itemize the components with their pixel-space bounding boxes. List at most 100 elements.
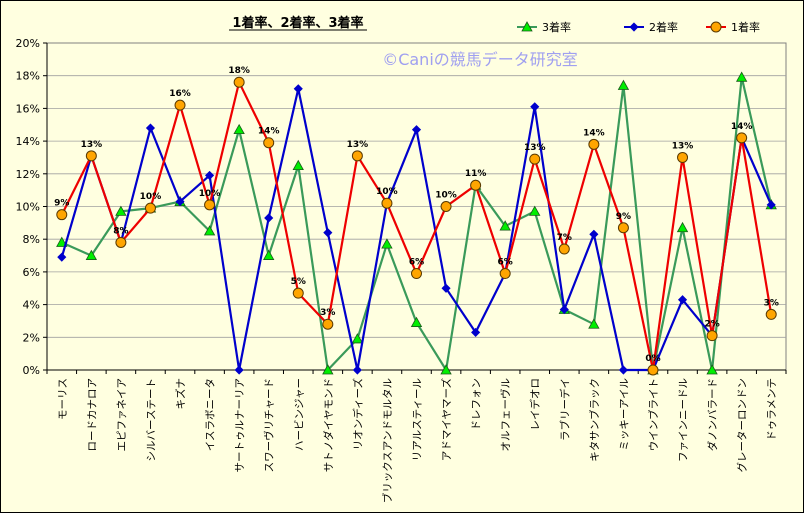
data-point bbox=[115, 236, 127, 248]
x-tick-label: ハービンジャー bbox=[293, 378, 305, 451]
data-label: 3% bbox=[764, 298, 779, 308]
x-tick-label: サトノダイヤモンド bbox=[322, 378, 335, 472]
legend-marker bbox=[521, 21, 533, 32]
x-tick-label: ミッキーアイル bbox=[618, 378, 630, 451]
data-label: 11% bbox=[465, 169, 487, 179]
x-tick-label: ウインブライト bbox=[647, 378, 660, 451]
data-point bbox=[56, 209, 68, 221]
data-label: 2% bbox=[704, 320, 719, 330]
y-tick-label: 20% bbox=[16, 37, 40, 50]
data-point bbox=[263, 137, 275, 149]
x-tick-label: キタサンブラック bbox=[588, 378, 601, 462]
x-tick-label: ファインニードル bbox=[678, 378, 690, 462]
data-point bbox=[263, 249, 275, 260]
x-tick-label: モーリス bbox=[57, 378, 69, 420]
watermark-text: ©Caniの競馬データ研究室 bbox=[382, 50, 578, 69]
data-point bbox=[410, 316, 423, 327]
data-point bbox=[588, 318, 600, 329]
data-label: 13% bbox=[81, 140, 103, 150]
data-point bbox=[144, 202, 156, 214]
data-point bbox=[440, 364, 452, 375]
data-label: 9% bbox=[616, 212, 631, 222]
data-point bbox=[174, 99, 186, 111]
data-point bbox=[175, 197, 185, 207]
data-point bbox=[706, 330, 718, 342]
x-tick-label: サートゥルナーリア bbox=[234, 378, 246, 473]
data-label: 6% bbox=[498, 258, 513, 268]
data-label: 18% bbox=[228, 66, 250, 76]
x-tick-label: シルバーステート bbox=[145, 378, 157, 461]
data-point bbox=[85, 150, 97, 162]
data-point bbox=[264, 213, 274, 223]
y-tick-label: 14% bbox=[16, 135, 40, 148]
x-tick-label: ロードカナロア bbox=[86, 378, 98, 452]
data-point bbox=[441, 283, 451, 293]
data-label: 7% bbox=[557, 233, 572, 243]
data-point bbox=[676, 221, 689, 233]
data-point bbox=[735, 71, 748, 82]
data-point bbox=[617, 79, 630, 90]
legend-marker bbox=[710, 21, 722, 33]
y-tick-label: 4% bbox=[23, 299, 40, 312]
legend-label: 1着率 bbox=[731, 20, 760, 34]
legend-label: 2着率 bbox=[649, 20, 678, 34]
data-point bbox=[558, 243, 570, 255]
y-tick-label: 2% bbox=[23, 331, 40, 344]
data-label: 6% bbox=[409, 258, 424, 268]
x-tick-label: オルフェーヴル bbox=[499, 378, 512, 452]
data-point bbox=[529, 205, 541, 216]
data-point bbox=[381, 197, 393, 209]
data-point bbox=[471, 327, 481, 337]
data-point bbox=[351, 150, 363, 162]
data-point bbox=[85, 249, 98, 260]
data-label: 13% bbox=[347, 140, 369, 150]
x-tick-label: ラブリーデイ bbox=[558, 378, 571, 441]
data-label: 13% bbox=[524, 143, 546, 153]
data-point bbox=[529, 153, 541, 165]
data-label: 10% bbox=[140, 192, 162, 202]
chart-title: 1着率、2着率、3着率 bbox=[232, 15, 363, 31]
x-tick-label: スワーヴリチャード bbox=[263, 378, 276, 472]
data-point bbox=[233, 76, 245, 88]
y-tick-label: 16% bbox=[16, 102, 40, 115]
data-point bbox=[322, 364, 334, 375]
data-point bbox=[234, 365, 244, 375]
data-point bbox=[381, 238, 393, 249]
data-point bbox=[352, 365, 362, 375]
data-point bbox=[499, 268, 511, 280]
x-tick-label: リオンディーズ bbox=[351, 378, 364, 450]
data-point bbox=[588, 138, 600, 150]
data-label: 14% bbox=[731, 122, 753, 132]
data-label: 0% bbox=[645, 354, 660, 364]
legend-marker bbox=[629, 22, 639, 32]
data-point bbox=[57, 252, 67, 262]
data-label: 10% bbox=[435, 191, 457, 201]
x-tick-label: ブリックスアンドモルタル bbox=[381, 378, 394, 503]
data-label: 9% bbox=[54, 199, 69, 209]
data-point bbox=[499, 220, 511, 231]
x-tick-label: ダノンバラード bbox=[706, 378, 719, 451]
data-point bbox=[203, 225, 216, 236]
data-point bbox=[56, 236, 68, 247]
x-tick-label: キズナ bbox=[174, 378, 187, 410]
x-tick-label: アドマイヤマーズ bbox=[440, 378, 453, 461]
data-point bbox=[589, 229, 599, 239]
data-point bbox=[323, 228, 333, 238]
data-point bbox=[470, 179, 482, 191]
data-point bbox=[736, 132, 748, 144]
x-tick-label: エピファネイア bbox=[116, 378, 128, 452]
data-point bbox=[440, 201, 452, 212]
data-point bbox=[205, 170, 215, 181]
data-label: 13% bbox=[672, 141, 694, 151]
data-label: 5% bbox=[291, 277, 306, 287]
x-tick-label: イスラボニータ bbox=[205, 378, 217, 451]
data-point bbox=[530, 102, 540, 112]
x-tick-label: ドレフォン bbox=[471, 378, 483, 431]
data-point bbox=[322, 318, 334, 330]
data-point bbox=[765, 308, 777, 320]
y-tick-label: 10% bbox=[16, 201, 40, 214]
data-label: 14% bbox=[583, 128, 605, 138]
data-label: 10% bbox=[199, 189, 221, 199]
data-label: 10% bbox=[376, 187, 398, 197]
data-point bbox=[677, 151, 689, 163]
